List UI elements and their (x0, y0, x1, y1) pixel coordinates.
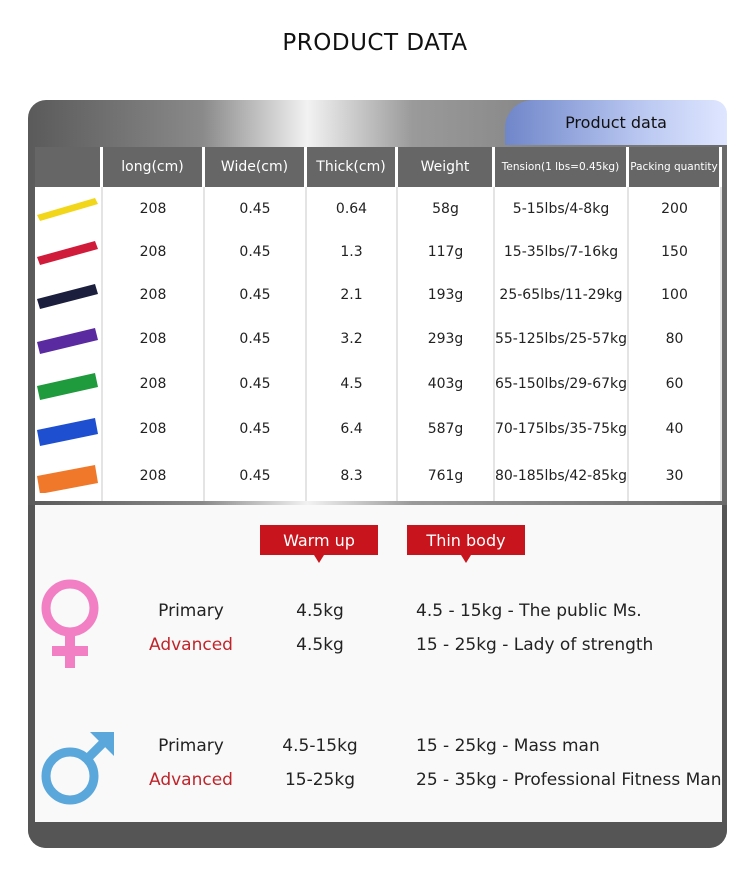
band-icon (37, 465, 98, 493)
table-cell: 117g (398, 231, 495, 273)
table-cell: 6.4 (307, 407, 398, 451)
band-cell (35, 317, 103, 361)
button: Warm up (260, 525, 378, 563)
table-row: 208 0.45 2.1 193g 25-65lbs/11-29kg 100 (35, 273, 722, 317)
level-label: Primary (158, 601, 224, 621)
band-cell (35, 231, 103, 273)
weight-label: 4.5kg (296, 601, 344, 621)
weight-label: 15-25kg (284, 770, 356, 790)
table-cell: 150 (629, 231, 722, 273)
table-row: 208 0.45 3.2 293g 55-125lbs/25-57kg 80 (35, 317, 722, 361)
table-cell: 65-150lbs/29-67kg (495, 361, 629, 407)
button: Thin body (407, 525, 525, 563)
level-label: Advanced (149, 770, 233, 790)
table-cell: 208 (103, 231, 205, 273)
table-row: 208 0.45 6.4 587g 70-175lbs/35-75kg 40 (35, 407, 722, 451)
band-icon (37, 198, 98, 221)
data-table: long(cm) Wide(cm) Thick(cm) Weight Tension(1… (35, 147, 722, 501)
table-cell: 8.3 (307, 451, 398, 501)
table-cell: 2.1 (307, 273, 398, 317)
female-icon (41, 579, 99, 668)
table-row: 208 0.45 8.3 761g 80-185lbs/42-85kg 30 (35, 451, 722, 501)
button-shape (407, 525, 525, 563)
band-icon (37, 373, 98, 400)
table-cell: 0.64 (307, 187, 398, 231)
description: 15 - 25kg - Lady of strength (416, 635, 654, 655)
table-row: 208 0.45 1.3 117g 15-35lbs/7-16kg 150 (35, 231, 722, 273)
table-cell: 0.45 (205, 407, 307, 451)
band-icon (37, 241, 98, 265)
header-cell: Thick(cm) (307, 147, 398, 187)
table-cell: 100 (629, 273, 722, 317)
band-icon (37, 284, 98, 309)
weight-label: 4.5-15kg (282, 736, 358, 756)
table-cell: 0.45 (205, 451, 307, 501)
band-cell (35, 273, 103, 317)
header-cell: Weight (398, 147, 495, 187)
table-cell: 403g (398, 361, 495, 407)
table-cell: 0.45 (205, 231, 307, 273)
weight-label: 4.5kg (296, 635, 344, 655)
description: 4.5 - 15kg - The public Ms. (416, 601, 642, 621)
header-cell: Wide(cm) (205, 147, 307, 187)
table-cell: 208 (103, 451, 205, 501)
table-cell: 3.2 (307, 317, 398, 361)
header-cell: Packing quantity (629, 147, 722, 187)
level-label: Advanced (149, 635, 233, 655)
table-cell: 70-175lbs/35-75kg (495, 407, 629, 451)
table-cell: 4.5 (307, 361, 398, 407)
button-label: Thin body (426, 530, 506, 550)
table-cell: 587g (398, 407, 495, 451)
table-row: 208 0.45 0.64 58g 5-15lbs/4-8kg 200 (35, 187, 722, 231)
table-cell: 40 (629, 407, 722, 451)
button-shape (260, 525, 378, 563)
table-cell: 208 (103, 187, 205, 231)
table-cell: 0.45 (205, 317, 307, 361)
table-cell: 200 (629, 187, 722, 231)
table-cell: 5-15lbs/4-8kg (495, 187, 629, 231)
table-cell: 208 (103, 317, 205, 361)
table-cell: 80-185lbs/42-85kg (495, 451, 629, 501)
description: 15 - 25kg - Mass man (416, 736, 600, 756)
lower-section (35, 505, 722, 822)
header-row: long(cm) Wide(cm) Thick(cm) Weight Tension(1… (35, 147, 722, 187)
table-cell: 208 (103, 361, 205, 407)
tab: Product data (505, 100, 727, 145)
band-icon (37, 418, 98, 446)
page-title: PRODUCT DATA (282, 30, 468, 56)
header-cell: Tension(1 lbs=0.45kg) (495, 147, 629, 187)
table-cell: 0.45 (205, 361, 307, 407)
header-cell (35, 147, 103, 187)
table-cell: 60 (629, 361, 722, 407)
table-cell: 0.45 (205, 187, 307, 231)
table-cell: 1.3 (307, 231, 398, 273)
band-cell (35, 451, 103, 501)
table-cell: 208 (103, 273, 205, 317)
table-cell: 293g (398, 317, 495, 361)
header-cell: long(cm) (103, 147, 205, 187)
table-cell: 30 (629, 451, 722, 501)
table-cell: 208 (103, 407, 205, 451)
table-cell: 761g (398, 451, 495, 501)
table-cell: 55-125lbs/25-57kg (495, 317, 629, 361)
table-cell: 193g (398, 273, 495, 317)
table-cell: 0.45 (205, 273, 307, 317)
table-cell: 15-35lbs/7-16kg (495, 231, 629, 273)
band-cell (35, 361, 103, 407)
table-cell: 58g (398, 187, 495, 231)
button-label: Warm up (283, 530, 355, 550)
band-cell (35, 187, 103, 231)
table-row: 208 0.45 4.5 403g 65-150lbs/29-67kg 60 (35, 361, 722, 407)
band-cell (35, 407, 103, 451)
table-cell: 80 (629, 317, 722, 361)
male-icon (41, 732, 114, 805)
band-icon (37, 328, 98, 354)
table-cell: 25-65lbs/11-29kg (495, 273, 629, 317)
level-label: Primary (158, 736, 224, 756)
description: 25 - 35kg - Professional Fitness Man (416, 770, 722, 790)
